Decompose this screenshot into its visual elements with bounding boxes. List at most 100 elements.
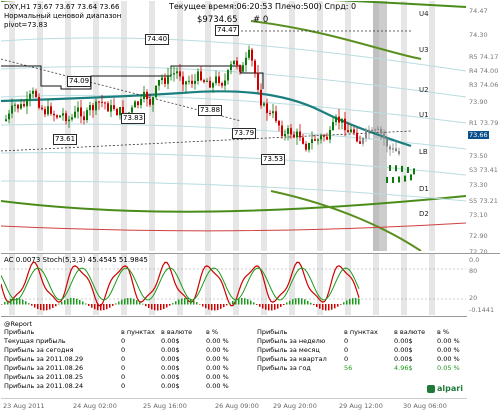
candle-body: [236, 60, 238, 66]
report-left-header-cell: в %: [206, 328, 219, 336]
band-line: [1, 180, 466, 202]
ac-histogram-bar: [229, 302, 231, 305]
price-chart-panel[interactable]: DXY,H1 73.67 73.67 73.64 73.66 Нормальны…: [1, 1, 466, 251]
report-right-cell: Прибыль за месяц: [257, 346, 320, 354]
price-label-box: 73.83: [121, 113, 146, 124]
ac-histogram-bar: [46, 304, 48, 311]
candle-body: [383, 133, 385, 139]
indicator-axis-bottom: -0.1441: [469, 306, 495, 314]
candle-body: [170, 74, 172, 76]
report-left-cell: 0: [121, 346, 126, 354]
price-axis-label: 73.90: [469, 98, 488, 106]
candle-body: [377, 128, 379, 130]
session-stripe: [121, 254, 127, 315]
ac-histogram-bar: [307, 300, 309, 305]
candle-body: [77, 107, 79, 112]
projection-candle: [395, 165, 397, 172]
candle-body: [134, 101, 136, 108]
ac-histogram-bar: [76, 298, 78, 305]
candle-body: [44, 109, 46, 115]
candle-body: [50, 106, 52, 114]
candle-body: [179, 71, 181, 77]
time-axis-label: 30 Aug 06:00: [403, 402, 447, 410]
projection-candle: [410, 174, 412, 181]
candle-body: [173, 73, 175, 75]
ac-histogram-bar: [166, 304, 168, 308]
ac-histogram-bar: [235, 299, 237, 305]
indicator-canvas: [1, 254, 466, 315]
ac-histogram-bar: [256, 304, 258, 305]
ac-histogram-bar: [238, 298, 240, 305]
candle-body: [209, 80, 211, 88]
candle-body: [80, 107, 82, 117]
candle-body: [32, 90, 34, 94]
candle-body: [347, 130, 349, 133]
candle-body: [368, 129, 370, 132]
ac-histogram-bar: [121, 299, 123, 305]
report-left-cell: 0.00 %: [206, 355, 229, 363]
ac-histogram-bar: [172, 303, 174, 305]
ac-histogram-bar: [343, 302, 345, 305]
session-stripe: [233, 254, 239, 315]
price-axis-label: 73.66: [468, 131, 489, 139]
stoch-main-line: [1, 261, 360, 307]
price-label-box: 74.09: [67, 76, 92, 87]
ac-histogram-bar: [16, 298, 18, 305]
session-stripe: [9, 1, 15, 251]
candle-body: [380, 128, 382, 134]
indicator-panel[interactable]: AC 0.0073 Stoch(5,3,3) 45.4545 51.9845: [1, 253, 466, 315]
candle-body: [89, 105, 91, 111]
candle-body: [215, 76, 217, 84]
chart-mode-line: Нормальный ценовой диапазон: [4, 12, 122, 20]
candle-body: [176, 71, 178, 74]
candle-body: [83, 116, 85, 121]
price-label-box: 74.40: [145, 34, 170, 45]
price-label-box: 73.88: [198, 105, 223, 116]
report-left-cell: Прибыль за 2011.08.29: [4, 355, 84, 363]
candle-body: [65, 113, 67, 122]
ac-histogram-bar: [253, 302, 255, 305]
ac-histogram-bar: [79, 299, 81, 305]
projection-candle: [398, 176, 400, 183]
candle-body: [251, 49, 253, 61]
session-stripe: [149, 254, 155, 315]
ac-histogram-bar: [322, 304, 324, 310]
ac-histogram-bar: [349, 299, 351, 305]
ac-histogram-bar: [274, 304, 276, 310]
price-axis-label: R4 74.00: [469, 67, 499, 75]
session-stripe: [373, 254, 379, 315]
candle-body: [113, 105, 115, 109]
candle-body: [203, 80, 205, 82]
candle-body: [164, 77, 166, 84]
session-stripe: [345, 254, 351, 315]
price-axis-label: S5 73.21: [469, 197, 498, 205]
ac-histogram-bar: [337, 304, 339, 307]
upper-channel-line: [1, 1, 466, 8]
candle-body: [92, 105, 94, 111]
session-stripe: [429, 1, 435, 251]
ac-histogram-bar: [58, 303, 60, 305]
candle-body: [200, 71, 202, 81]
candle-body: [278, 120, 280, 126]
ac-histogram-bar: [124, 298, 126, 305]
indicator-label: AC 0.0073 Stoch(5,3,3) 45.4545 51.9845: [4, 256, 148, 264]
session-stripe: [373, 1, 387, 251]
time-axis-label: 23 Aug 2011: [3, 402, 45, 410]
chart-time-line: Текущее время:06:20:53 Плечо:500) Спрд: …: [169, 2, 357, 11]
ac-histogram-bar: [271, 304, 273, 311]
report-right-cell: 0.00 %: [437, 346, 460, 354]
candle-body: [275, 111, 277, 121]
ac-histogram-bar: [316, 304, 318, 308]
candle-body: [257, 72, 259, 90]
report-title: @Report: [4, 320, 33, 328]
level-label-d1: D1: [419, 185, 429, 193]
ac-histogram-bar: [286, 302, 288, 305]
report-right-cell: Прибыль за квартал: [257, 355, 327, 363]
candle-body: [335, 116, 337, 122]
candle-body: [239, 65, 241, 72]
candle-body: [122, 107, 124, 114]
session-stripe: [37, 1, 43, 251]
candle-body: [353, 129, 355, 133]
candle-body: [56, 115, 58, 118]
ac-histogram-bar: [64, 300, 66, 305]
